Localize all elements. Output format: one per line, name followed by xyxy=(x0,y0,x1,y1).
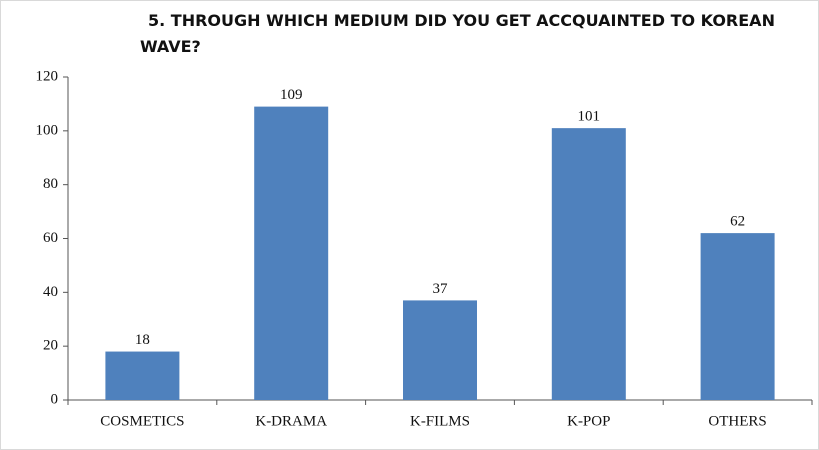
x-tick-label: K-FILMS xyxy=(410,413,470,429)
x-tick-label: OTHERS xyxy=(708,413,766,429)
x-tick-label: COSMETICS xyxy=(100,413,184,429)
data-label: 62 xyxy=(730,214,745,230)
y-tick-label: 100 xyxy=(36,122,59,138)
y-tick-label: 120 xyxy=(36,68,59,84)
bar xyxy=(700,233,775,400)
data-label: 101 xyxy=(578,109,601,125)
y-tick-label: 60 xyxy=(43,230,58,246)
bar xyxy=(254,106,329,400)
data-label: 109 xyxy=(280,87,303,103)
x-tick-label: K-DRAMA xyxy=(255,413,327,429)
y-tick-label: 80 xyxy=(43,176,58,192)
y-tick-label: 0 xyxy=(51,391,59,407)
bar xyxy=(551,128,626,400)
bar xyxy=(105,351,180,400)
x-tick-label: K-POP xyxy=(567,413,610,429)
data-label: 37 xyxy=(433,281,449,297)
data-label: 18 xyxy=(135,332,150,348)
y-tick-label: 20 xyxy=(43,338,58,354)
y-tick-label: 40 xyxy=(43,284,58,300)
bar xyxy=(403,300,477,400)
chart-title: 5. THROUGH WHICH MEDIUM DID YOU GET ACCQ… xyxy=(140,11,775,56)
